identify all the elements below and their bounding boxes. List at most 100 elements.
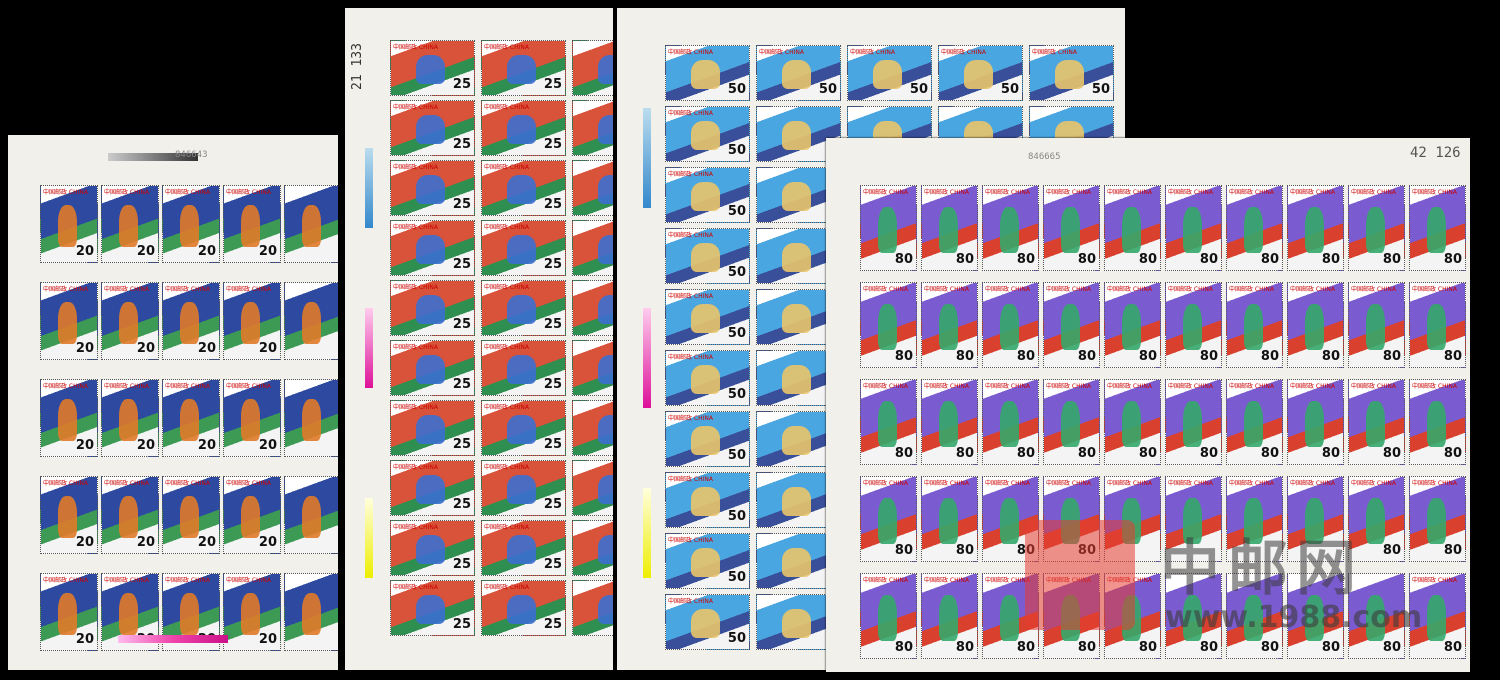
- stamp-basketball: 中国邮政 CHINA 20: [101, 476, 159, 554]
- athlete-figure: [938, 595, 958, 642]
- athlete-figure: [1426, 207, 1446, 254]
- stamp-basketball: [284, 476, 338, 554]
- athlete-figure: [1365, 595, 1385, 642]
- athlete-figure: [781, 181, 811, 212]
- stamp-denomination: 80: [1199, 640, 1218, 655]
- stamp-weightlifting: 中国邮政 CHINA 80: [1409, 476, 1466, 562]
- stamp-country-label: 中国邮政 CHINA: [668, 171, 713, 178]
- stamp-country-label: 中国邮政 CHINA: [985, 480, 1030, 487]
- athlete-figure: [415, 414, 445, 445]
- stamp-weightlifting: 中国邮政 CHINA 80: [1287, 185, 1344, 271]
- athlete-figure: [1426, 595, 1446, 642]
- stamp-country-label: 中国邮政 CHINA: [863, 189, 908, 196]
- stamp-basketball: [284, 573, 338, 651]
- athlete-figure: [872, 59, 902, 90]
- stamp-country-label: 中国邮政 CHINA: [165, 480, 210, 487]
- athlete-figure: [415, 234, 445, 265]
- athlete-figure: [877, 401, 897, 448]
- stamp-country-label: 中国邮政 CHINA: [1229, 286, 1274, 293]
- stamp-weightlifting: 80: [1348, 573, 1405, 659]
- stamp-diving: 中国邮政 CHINA 50: [665, 594, 750, 650]
- athlete-figure: [1060, 207, 1080, 254]
- stamp-denomination: 80: [1138, 640, 1157, 655]
- stamp-denomination: 25: [452, 197, 471, 212]
- stamp-country-label: 中国邮政 CHINA: [484, 584, 529, 591]
- athlete-figure: [1121, 304, 1141, 351]
- athlete-figure: [999, 498, 1019, 545]
- stamp-weightlifting: 中国邮政 CHINA 80: [921, 573, 978, 659]
- stamp-weightlifting: 中国邮政 CHINA 80: [1043, 282, 1100, 368]
- stamp-weightlifting: 中国邮政 CHINA: [1226, 476, 1283, 562]
- stamp-country-label: 中国邮政 CHINA: [1412, 286, 1457, 293]
- stamp-country-label: 中国邮政 CHINA: [226, 189, 271, 196]
- stamp-weightlifting: 中国邮政 CHINA 80: [1287, 282, 1344, 368]
- stamp-country-label: 中国邮政 CHINA: [104, 480, 149, 487]
- stamp-country-label: 中国邮政 CHINA: [1107, 286, 1152, 293]
- athlete-figure: [506, 534, 536, 565]
- stamp-denomination: 80: [1321, 252, 1340, 267]
- stamp-diving: 中国邮政 CHINA 50: [938, 45, 1023, 101]
- stamp-denomination: 50: [727, 326, 746, 341]
- stamp-denomination: 25: [452, 137, 471, 152]
- athlete-figure: [1121, 401, 1141, 448]
- watermark-logo: [1025, 520, 1135, 630]
- stamp-country-label: 中国邮政 CHINA: [985, 383, 1030, 390]
- stamp-weightlifting: 中国邮政 CHINA 80: [921, 379, 978, 465]
- stamp-gymnastics: 中国邮政 CHINA 25: [481, 340, 566, 396]
- stamp-denomination: 80: [1199, 252, 1218, 267]
- athlete-figure: [781, 364, 811, 395]
- stamp-weightlifting: 中国邮政 CHINA 80: [1409, 379, 1466, 465]
- sheet-serial-number: 21 133: [350, 43, 365, 90]
- athlete-figure: [999, 595, 1019, 642]
- stamp-denomination: 25: [543, 497, 562, 512]
- stamp-denomination: 80: [1321, 640, 1340, 655]
- stamp-country-label: 中国邮政 CHINA: [1107, 480, 1152, 487]
- stamp-country-label: 中国邮政 CHINA: [226, 286, 271, 293]
- stamp-gymnastics: 中国邮政 CHINA 25: [481, 400, 566, 456]
- stamp-country-label: 中国邮政 CHINA: [43, 286, 88, 293]
- stamp-gymnastics: 中国邮政 CHINA 25: [390, 100, 475, 156]
- stamp-country-label: 中国邮政 CHINA: [1412, 383, 1457, 390]
- athlete-figure: [57, 302, 78, 344]
- stamp-denomination: 20: [75, 244, 94, 259]
- athlete-figure: [506, 54, 536, 85]
- athlete-figure: [781, 486, 811, 517]
- color-registration-bar: [643, 488, 651, 578]
- athlete-figure: [415, 354, 445, 385]
- stamp-basketball: 中国邮政 CHINA 20: [101, 185, 159, 263]
- stamp-country-label: 中国邮政 CHINA: [393, 584, 438, 591]
- stamp-gymnastics: 中国邮政 CHINA 25: [390, 340, 475, 396]
- stamp-denomination: 50: [727, 631, 746, 646]
- stamp-denomination: 20: [136, 438, 155, 453]
- stamp-country-label: 中国邮政 CHINA: [484, 44, 529, 51]
- stamp-country-label: 中国邮政 CHINA: [1229, 383, 1274, 390]
- stamp-country-label: 中国邮政 CHINA: [1290, 383, 1335, 390]
- stamp-country-label: 中国邮政 CHINA: [1351, 286, 1396, 293]
- stamp-gymnastics: 中国邮政 CHINA 25: [481, 580, 566, 636]
- stamp-denomination: 25: [452, 617, 471, 632]
- athlete-figure: [240, 302, 261, 344]
- stamp-diving: 中国邮政 CHINA 50: [665, 167, 750, 223]
- athlete-figure: [690, 364, 720, 395]
- stamp-basketball: 中国邮政 CHINA 20: [223, 185, 281, 263]
- athlete-figure: [1365, 498, 1385, 545]
- athlete-figure: [301, 593, 322, 635]
- stamp-country-label: 中国邮政 CHINA: [668, 49, 713, 56]
- stamp-denomination: 25: [543, 137, 562, 152]
- stamp-denomination: 80: [1443, 543, 1462, 558]
- stamp-country-label: 中国邮政 CHINA: [393, 104, 438, 111]
- athlete-figure: [1243, 207, 1263, 254]
- stamp-country-label: 中国邮政 CHINA: [863, 286, 908, 293]
- stamp-gymnastics: [572, 340, 613, 396]
- stamp-country-label: 中国邮政 CHINA: [924, 577, 969, 584]
- athlete-figure: [1060, 401, 1080, 448]
- stamp-weightlifting: 中国邮政 CHINA 80: [1287, 379, 1344, 465]
- stamp-denomination: 25: [452, 317, 471, 332]
- stamp-weightlifting: 中国邮政 CHINA 80: [1165, 379, 1222, 465]
- stamp-country-label: 中国邮政 CHINA: [43, 480, 88, 487]
- stamp-country-label: 中国邮政 CHINA: [924, 383, 969, 390]
- athlete-figure: [1304, 207, 1324, 254]
- stamp-country-label: 中国邮政 CHINA: [484, 404, 529, 411]
- stamp-country-label: 中国邮政 CHINA: [484, 164, 529, 171]
- stamp-weightlifting: 中国邮政 CHINA 80: [860, 573, 917, 659]
